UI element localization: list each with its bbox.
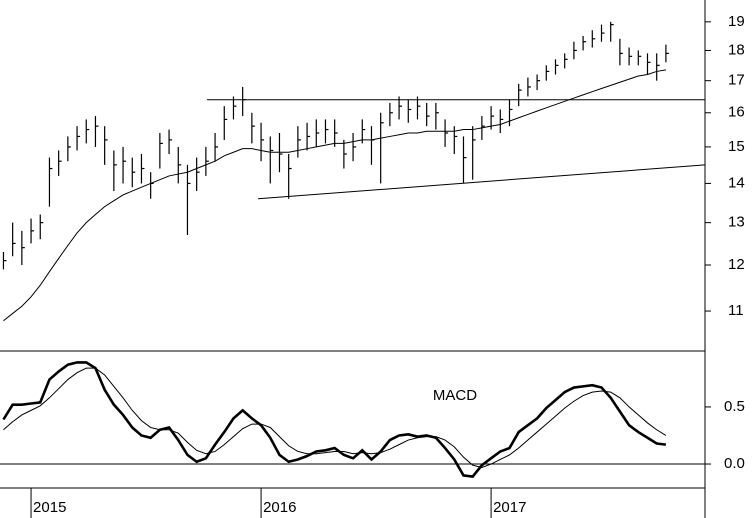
x-tick-label: 2015: [33, 499, 66, 516]
y-tick-label: 17: [728, 72, 745, 89]
y-tick-label: 15: [728, 138, 745, 155]
macd-label: MACD: [433, 387, 477, 404]
y-tick-label: 18: [728, 41, 745, 58]
x-tick-label: 2016: [263, 499, 296, 516]
macd-line: [2, 361, 667, 478]
y-tick-label: 13: [728, 214, 745, 231]
y-tick-label: 0.5: [724, 398, 745, 415]
y-tick-label: 16: [728, 104, 745, 121]
signal-line: [3, 367, 667, 468]
y-tick-label: 14: [728, 174, 745, 191]
y-tick-label: 11: [728, 302, 744, 319]
y-tick-label: 19: [728, 13, 745, 30]
moving-average: [3, 69, 666, 322]
y-tick-label: 12: [728, 256, 745, 273]
y-tick-label: 0.0: [724, 455, 745, 472]
trend-line: [258, 164, 706, 200]
x-tick-label: 2017: [493, 499, 526, 516]
